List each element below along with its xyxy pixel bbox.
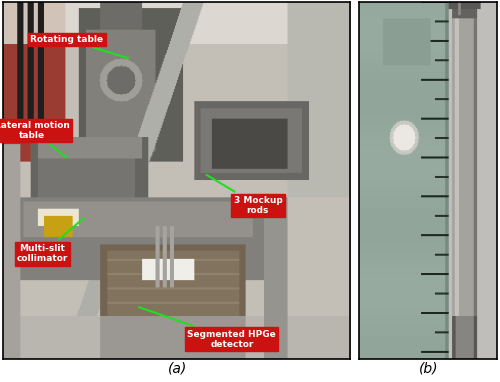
Text: Rotating table: Rotating table (30, 35, 128, 58)
Text: Lateral motion
table: Lateral motion table (0, 121, 70, 157)
Text: 3 Mockup
rods: 3 Mockup rods (206, 175, 282, 215)
Text: Segmented HPGe
detector: Segmented HPGe detector (139, 307, 276, 349)
Text: Multi-slit
collimator: Multi-slit collimator (17, 218, 84, 264)
Text: (a): (a) (168, 361, 187, 375)
Text: (b): (b) (419, 361, 439, 375)
